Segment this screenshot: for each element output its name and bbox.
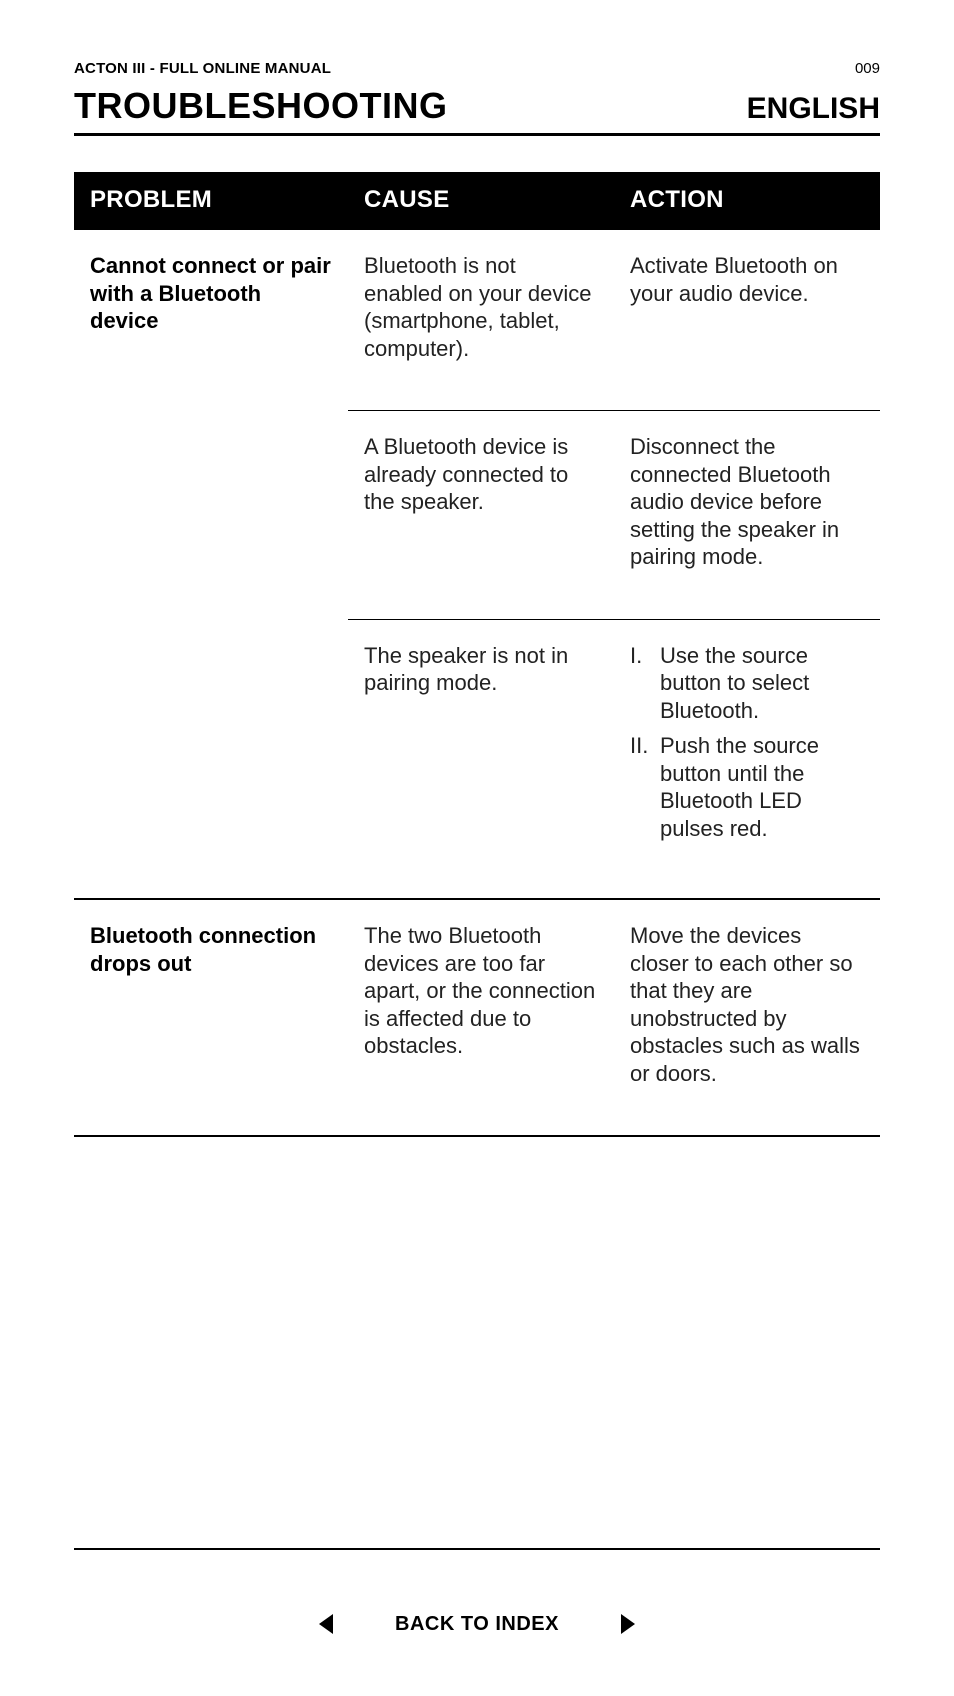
- problem-cell: Cannot connect or pair with a Bluetooth …: [74, 229, 348, 899]
- cause-cell: Bluetooth is not enabled on your device …: [348, 229, 614, 411]
- cause-cell: The speaker is not in pairing mode.: [348, 619, 614, 899]
- running-head: ACTON III - FULL ONLINE MANUAL 009: [74, 60, 880, 77]
- col-header-problem: PROBLEM: [74, 172, 348, 229]
- manual-page: ACTON III - FULL ONLINE MANUAL 009 TROUB…: [0, 0, 954, 1696]
- problem-cell: Bluetooth connection drops out: [74, 899, 348, 1136]
- roman-numeral: II.: [630, 732, 652, 842]
- action-list: I.Use the source button to select Blueto…: [630, 642, 864, 843]
- table-header-row: PROBLEM CAUSE ACTION: [74, 172, 880, 229]
- prev-page-button[interactable]: [317, 1612, 337, 1636]
- footer-rule: [74, 1548, 880, 1550]
- next-page-button[interactable]: [617, 1612, 637, 1636]
- running-title: ACTON III - FULL ONLINE MANUAL: [74, 60, 331, 77]
- col-header-action: ACTION: [614, 172, 880, 229]
- action-cell: Disconnect the connected Bluetooth audio…: [614, 411, 880, 620]
- action-cell: Activate Bluetooth on your audio device.: [614, 229, 880, 411]
- col-header-cause: CAUSE: [348, 172, 614, 229]
- troubleshooting-table: PROBLEM CAUSE ACTION Cannot connect or p…: [74, 172, 880, 1137]
- table-row: Bluetooth connection drops outThe two Bl…: [74, 899, 880, 1136]
- action-cell: I.Use the source button to select Blueto…: [614, 619, 880, 899]
- action-list-item: II. Push the source button until the Blue…: [630, 732, 864, 842]
- cause-cell: A Bluetooth device is already connected …: [348, 411, 614, 620]
- action-list-item: I.Use the source button to select Blueto…: [630, 642, 864, 725]
- action-list-text: Push the source button until the Bluetoo…: [660, 732, 864, 842]
- footer-nav: BACK TO INDEX: [74, 1612, 880, 1636]
- page-footer: BACK TO INDEX: [74, 1548, 880, 1636]
- action-cell: Move the devices closer to each other so…: [614, 899, 880, 1136]
- title-row: TROUBLESHOOTING ENGLISH: [74, 85, 880, 136]
- table-row: Cannot connect or pair with a Bluetooth …: [74, 229, 880, 411]
- back-to-index-link[interactable]: BACK TO INDEX: [395, 1613, 559, 1636]
- roman-numeral: I.: [630, 642, 652, 725]
- page-number: 009: [855, 60, 880, 77]
- language-label: ENGLISH: [747, 92, 880, 126]
- section-title: TROUBLESHOOTING: [74, 85, 448, 127]
- table-body: Cannot connect or pair with a Bluetooth …: [74, 229, 880, 1136]
- cause-cell: The two Bluetooth devices are too far ap…: [348, 899, 614, 1136]
- action-list-text: Use the source button to select Bluetoot…: [660, 642, 864, 725]
